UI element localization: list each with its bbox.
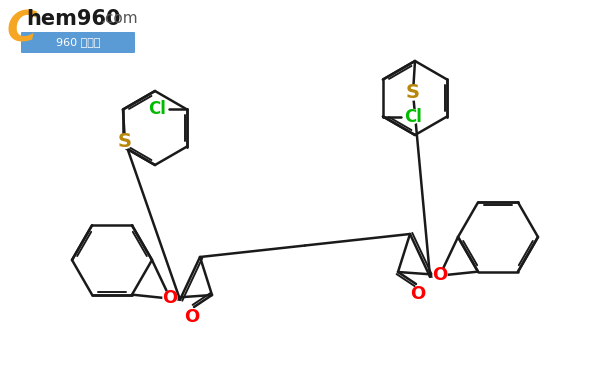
- Circle shape: [406, 86, 420, 100]
- Text: .com: .com: [100, 11, 137, 26]
- Circle shape: [185, 310, 199, 324]
- Circle shape: [118, 135, 132, 148]
- Text: O: O: [185, 308, 200, 326]
- Text: Cl: Cl: [148, 100, 166, 118]
- FancyBboxPatch shape: [21, 32, 135, 53]
- Text: 960 化工网: 960 化工网: [56, 37, 100, 47]
- Text: hem960: hem960: [26, 9, 120, 29]
- Text: Cl: Cl: [404, 108, 422, 126]
- Circle shape: [163, 291, 177, 305]
- Circle shape: [433, 268, 447, 282]
- Text: C: C: [6, 8, 36, 50]
- Text: S: S: [118, 132, 132, 151]
- FancyBboxPatch shape: [4, 4, 134, 56]
- Circle shape: [411, 287, 425, 301]
- Text: O: O: [433, 266, 448, 284]
- Text: O: O: [410, 285, 426, 303]
- Text: O: O: [162, 289, 178, 307]
- Text: S: S: [406, 84, 420, 102]
- Circle shape: [406, 110, 420, 123]
- Circle shape: [150, 102, 164, 117]
